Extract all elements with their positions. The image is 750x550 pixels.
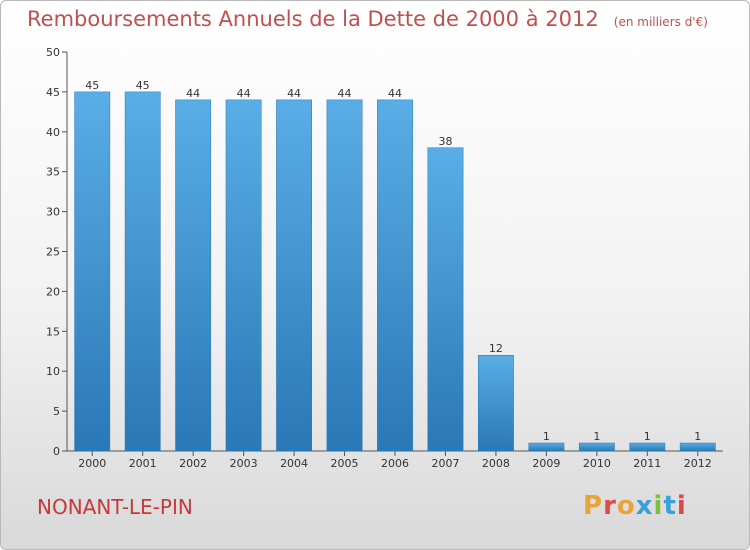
x-tick-label: 2008 xyxy=(482,457,510,470)
x-tick-label: 2012 xyxy=(684,457,712,470)
y-tick-label: 5 xyxy=(53,405,60,418)
x-tick-label: 2009 xyxy=(532,457,560,470)
logo-letter: i xyxy=(676,491,687,521)
x-tick-label: 2006 xyxy=(381,457,409,470)
data-label-2007: 38 xyxy=(438,135,452,148)
commune-name: NONANT-LE-PIN xyxy=(37,495,193,519)
y-tick-label: 45 xyxy=(46,86,60,99)
x-tick-label: 2000 xyxy=(78,457,106,470)
bar-2002 xyxy=(175,99,212,452)
x-tick-label: 2001 xyxy=(129,457,157,470)
bar-2005 xyxy=(326,99,363,452)
y-tick-label: 20 xyxy=(46,285,60,298)
x-tick-label: 2007 xyxy=(431,457,459,470)
chart-labels: 2000 45 2001 45 2002 44 2003 44 2004 44 2005 44 2006… xyxy=(78,79,712,470)
data-label-2012: 1 xyxy=(694,430,701,443)
x-tick-label: 2004 xyxy=(280,457,308,470)
logo-letter: i xyxy=(653,491,664,521)
bar-2011 xyxy=(629,442,666,452)
chart-title: Remboursements Annuels de la Dette de 20… xyxy=(27,7,599,31)
bar-2001 xyxy=(124,91,161,452)
y-tick-label: 0 xyxy=(53,445,60,458)
bar-2000 xyxy=(74,91,111,452)
x-tick-label: 2010 xyxy=(583,457,611,470)
logo-letter: P xyxy=(583,491,604,521)
logo-letter: o xyxy=(616,491,636,521)
data-label-2001: 45 xyxy=(136,79,150,92)
data-label-2003: 44 xyxy=(237,87,251,100)
data-label-2004: 44 xyxy=(287,87,301,100)
bar-2006 xyxy=(377,99,413,452)
bar-2009 xyxy=(528,442,565,452)
bar-2010 xyxy=(578,442,615,452)
logo-letter: t xyxy=(663,491,677,521)
y-tick-label: 10 xyxy=(46,365,60,378)
y-tick-label: 50 xyxy=(46,46,60,59)
logo-letter: x xyxy=(635,491,654,521)
x-tick-label: 2005 xyxy=(331,457,359,470)
x-tick-label: 2011 xyxy=(633,457,661,470)
chart-unit: (en milliers d'€) xyxy=(613,15,708,29)
y-tick-label: 30 xyxy=(46,206,60,219)
y-tick-label: 40 xyxy=(46,126,60,139)
bar-2003 xyxy=(225,99,262,452)
y-tick-label: 15 xyxy=(46,325,60,338)
data-label-2006: 44 xyxy=(388,87,402,100)
y-tick-label: 25 xyxy=(46,246,60,259)
bar-2012 xyxy=(679,442,716,452)
x-tick-label: 2002 xyxy=(179,457,207,470)
chart-title-block: Remboursements Annuels de la Dette de 20… xyxy=(27,7,708,31)
data-label-2002: 44 xyxy=(186,87,200,100)
data-label-2008: 12 xyxy=(489,342,503,355)
bar-2008 xyxy=(478,354,514,452)
proxiti-logo[interactable]: Proxiti xyxy=(583,491,687,521)
data-label-2010: 1 xyxy=(593,430,600,443)
chart-bars xyxy=(74,91,716,452)
data-label-2005: 44 xyxy=(338,87,352,100)
x-tick-label: 2003 xyxy=(230,457,258,470)
y-tick-label: 35 xyxy=(46,166,60,179)
data-label-2000: 45 xyxy=(85,79,99,92)
bar-2004 xyxy=(276,99,312,452)
data-label-2009: 1 xyxy=(543,430,550,443)
logo-letter: r xyxy=(603,491,617,521)
data-label-2011: 1 xyxy=(644,430,651,443)
bar-2007 xyxy=(427,147,464,452)
